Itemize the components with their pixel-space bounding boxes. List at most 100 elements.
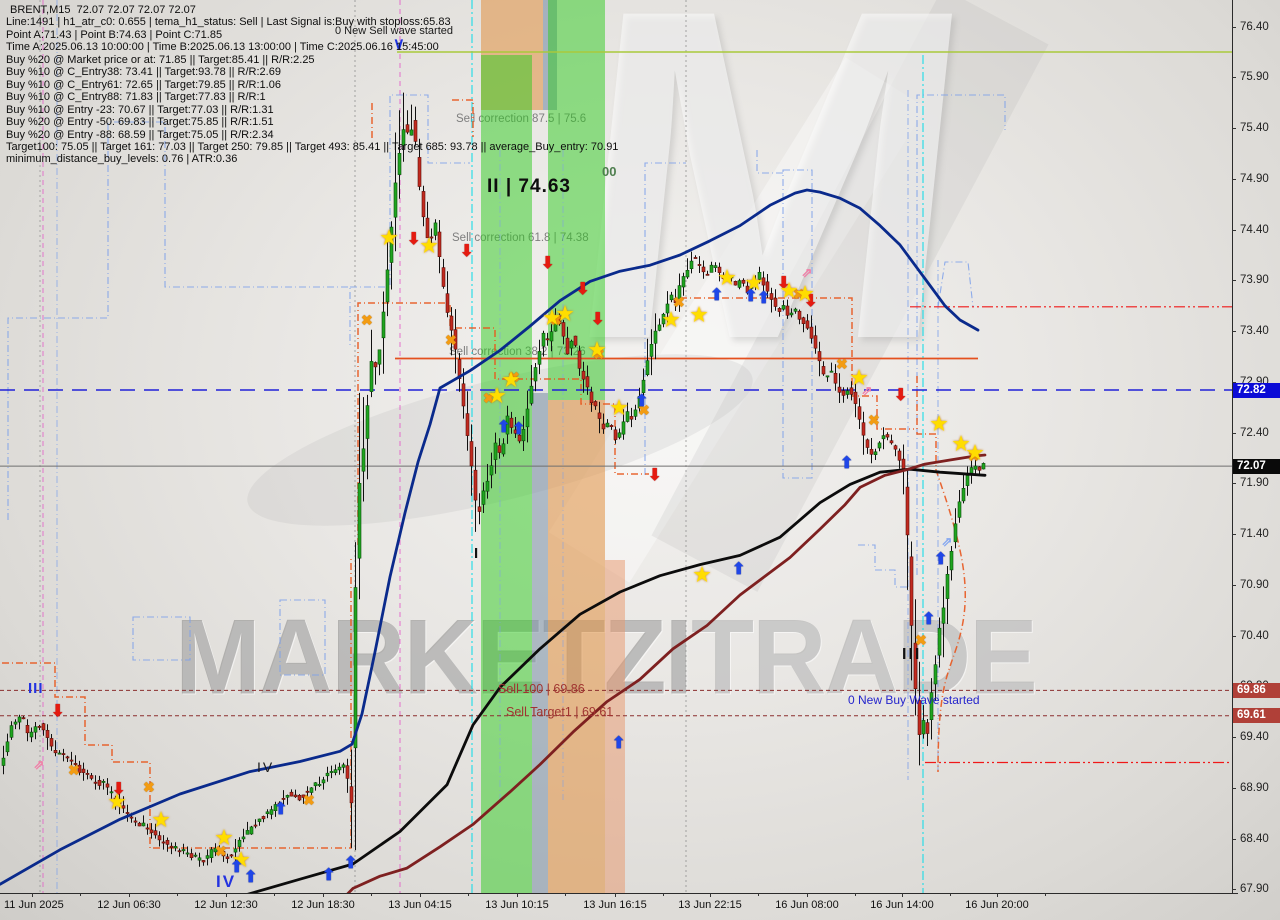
candle-body bbox=[345, 765, 350, 779]
price-tick bbox=[1232, 77, 1236, 78]
candle-body bbox=[321, 779, 326, 784]
candle-body bbox=[717, 266, 722, 273]
time-tick-minor bbox=[663, 893, 664, 896]
star-signal-icon: ★ bbox=[380, 227, 398, 249]
candle-body bbox=[913, 642, 918, 689]
candle-body bbox=[921, 720, 926, 735]
channel-blue-dashed bbox=[132, 616, 191, 661]
exit-x-icon: ✖ bbox=[68, 762, 80, 778]
info-line: Line:1491 | h1_atr_c0: 0.655 | tema_h1_s… bbox=[6, 16, 451, 29]
info-line: Buy %20 @ Market price or at: 71.85 || T… bbox=[6, 53, 315, 66]
candle-body bbox=[965, 475, 970, 486]
candle-body bbox=[197, 857, 202, 861]
candle-body bbox=[749, 286, 754, 289]
candle-body bbox=[745, 285, 750, 293]
candle-body bbox=[709, 264, 714, 273]
buy-arrow-icon: ⬆ bbox=[840, 455, 854, 472]
candle-body bbox=[701, 266, 706, 273]
candle-body bbox=[357, 482, 362, 559]
candle-body bbox=[829, 370, 834, 373]
exit-x-icon: ✖ bbox=[550, 312, 562, 328]
candle-body bbox=[25, 724, 30, 734]
star-signal-icon: ★ bbox=[588, 339, 606, 361]
candle-body bbox=[837, 386, 842, 393]
star-signal-icon: ★ bbox=[610, 397, 628, 419]
candle-body bbox=[153, 830, 158, 836]
candle-body bbox=[753, 282, 758, 285]
candle-body bbox=[581, 370, 586, 380]
candle-body bbox=[777, 308, 782, 312]
candle-body bbox=[897, 450, 902, 461]
candle-body bbox=[937, 627, 942, 656]
candle-body bbox=[365, 405, 370, 439]
price-tick-label: 68.40 bbox=[1240, 833, 1269, 845]
sell-arrow-icon: ⬇ bbox=[407, 231, 421, 248]
candle-body bbox=[833, 372, 838, 384]
star-signal-icon: ★ bbox=[966, 442, 984, 464]
star-signal-icon: ★ bbox=[952, 433, 970, 455]
time-tick-minor bbox=[855, 893, 856, 896]
candle-body bbox=[257, 818, 262, 822]
candle-body bbox=[601, 423, 606, 430]
candle-body bbox=[65, 756, 70, 759]
time-tick bbox=[997, 893, 998, 897]
candle-body bbox=[665, 303, 670, 314]
time-tick-label: 13 Jun 10:15 bbox=[485, 899, 549, 911]
star-signal-icon: ★ bbox=[152, 809, 170, 831]
candle-body bbox=[537, 351, 542, 365]
candle-body bbox=[249, 826, 254, 835]
sell-arrow-icon: ⬇ bbox=[112, 781, 126, 798]
exit-x-icon: ✖ bbox=[915, 632, 927, 648]
time-tick-minor bbox=[371, 893, 372, 896]
session-band bbox=[532, 393, 548, 893]
candle-body bbox=[201, 860, 206, 863]
candle-body bbox=[161, 841, 166, 844]
price-tick-label: 71.90 bbox=[1240, 477, 1269, 489]
candle-body bbox=[57, 752, 62, 755]
candle-body bbox=[637, 396, 642, 409]
candle-body bbox=[429, 236, 434, 239]
price-tick bbox=[1232, 433, 1236, 434]
signal-label: 0 New Buy Wave started bbox=[848, 693, 980, 707]
time-tick-label: 16 Jun 08:00 bbox=[775, 899, 839, 911]
time-tick bbox=[129, 893, 130, 897]
watermark-swoosh bbox=[651, 0, 1049, 592]
candle-body bbox=[761, 277, 766, 286]
candle-body bbox=[29, 731, 34, 738]
candle-body bbox=[869, 448, 874, 455]
candle-body bbox=[221, 851, 226, 857]
info-line: Buy %10 @ C_Entry88: 71.83 || Target:77.… bbox=[6, 91, 266, 104]
time-tick-label: 12 Jun 12:30 bbox=[194, 899, 258, 911]
price-badge-6961: 69.61 bbox=[1233, 708, 1280, 723]
candle-body bbox=[845, 390, 850, 395]
candle-body bbox=[385, 269, 390, 303]
star-signal-icon: ★ bbox=[690, 304, 708, 326]
time-tick bbox=[420, 893, 421, 897]
buy-arrow-icon: ⬆ bbox=[344, 855, 358, 872]
star-signal-icon: ★ bbox=[232, 849, 250, 871]
trail-orange-dashed bbox=[2, 558, 352, 849]
buy-arrow-icon: ⬆ bbox=[710, 287, 724, 304]
candle-body bbox=[21, 717, 26, 720]
candle-body bbox=[673, 298, 678, 304]
candle-body bbox=[597, 412, 602, 419]
candle-body bbox=[645, 360, 650, 376]
star-signal-icon: ★ bbox=[502, 369, 520, 391]
candle-body bbox=[389, 226, 394, 263]
buy-arrow-icon: ⬆ bbox=[244, 869, 258, 886]
price-tick bbox=[1232, 788, 1236, 789]
candle-body bbox=[353, 587, 358, 749]
ma-darkred bbox=[328, 453, 987, 914]
trail-orange-dashed bbox=[357, 302, 649, 545]
time-tick-label: 13 Jun 22:15 bbox=[678, 899, 742, 911]
price-badge-7207: 72.07 bbox=[1233, 459, 1280, 474]
trail-orange-dashed bbox=[680, 297, 914, 430]
candle-body bbox=[373, 362, 378, 368]
candle-body bbox=[909, 556, 914, 626]
candle-body bbox=[93, 781, 98, 784]
candle-body bbox=[229, 854, 234, 857]
chart-plot-area[interactable]: M MARKETZITRADE Sell correction 87.5 | 7… bbox=[0, 0, 1232, 914]
candle-body bbox=[669, 294, 674, 301]
channel-blue-dashed bbox=[937, 261, 974, 308]
candle-body bbox=[813, 335, 818, 349]
